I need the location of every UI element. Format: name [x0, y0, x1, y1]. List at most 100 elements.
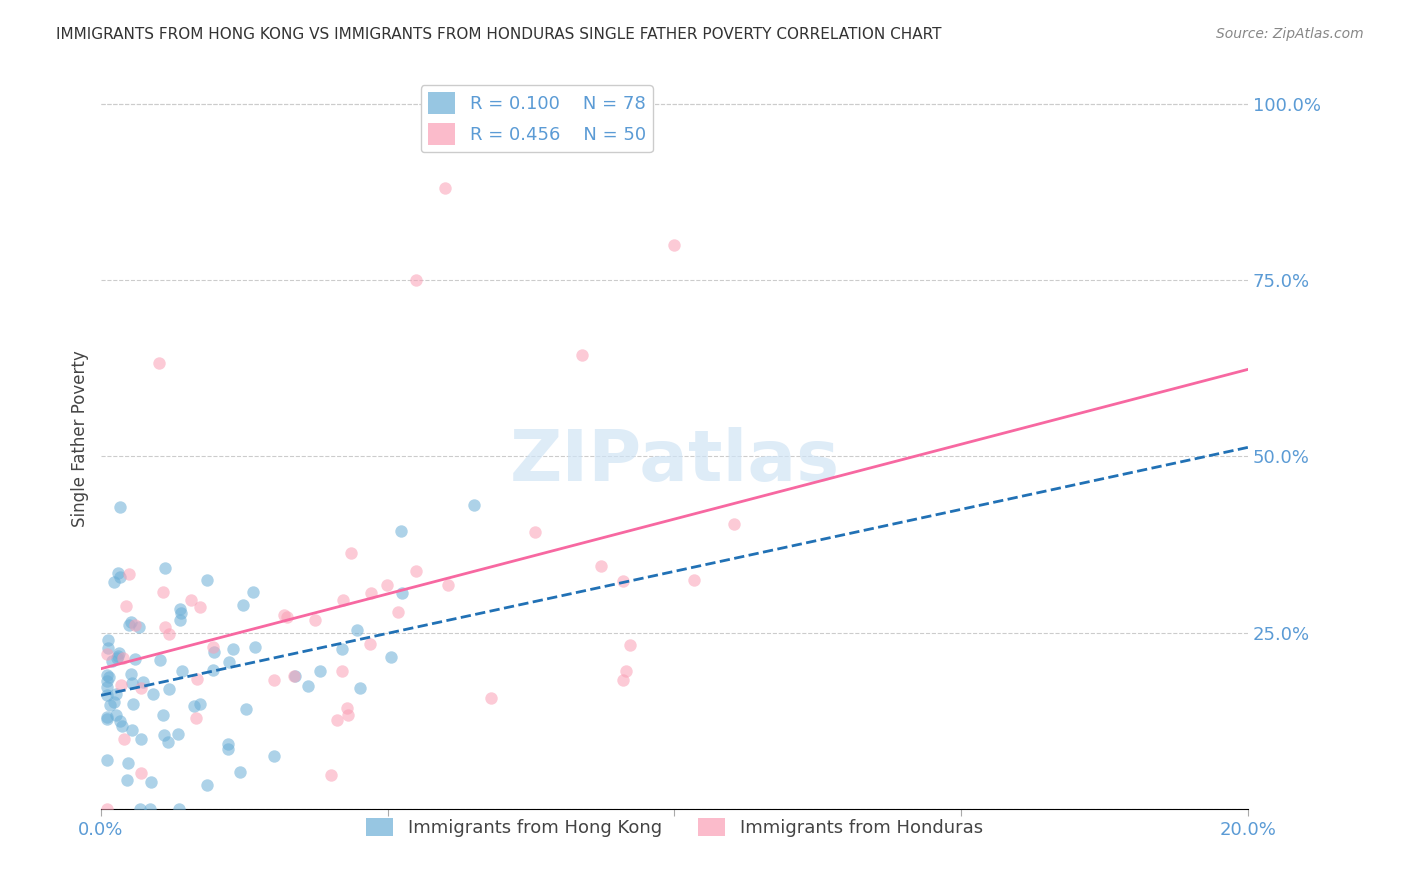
Point — [110, 719, 132, 733]
Y-axis label: Single Father Poverty: Single Father Poverty — [72, 351, 89, 527]
Point — [346, 624, 368, 638]
Point — [243, 640, 266, 655]
Point — [108, 714, 131, 728]
Point — [105, 651, 128, 665]
Point — [195, 778, 218, 792]
Point — [96, 648, 118, 662]
Point — [148, 356, 170, 370]
Point — [273, 607, 295, 622]
Point — [101, 654, 124, 668]
Point — [124, 652, 146, 666]
Point — [132, 675, 155, 690]
Point — [121, 723, 143, 737]
Point — [104, 687, 127, 701]
Point — [153, 561, 176, 575]
Point — [96, 712, 118, 726]
Point — [172, 664, 194, 678]
Point — [103, 696, 125, 710]
Point — [235, 702, 257, 716]
Point — [330, 664, 353, 678]
Point — [112, 650, 135, 665]
Point — [98, 670, 121, 684]
Point — [337, 708, 360, 723]
Point — [202, 640, 225, 654]
Point — [103, 575, 125, 590]
Point — [96, 674, 118, 689]
Point — [349, 681, 371, 695]
Point — [380, 650, 402, 665]
Point — [153, 728, 176, 742]
Point — [121, 675, 143, 690]
Point — [110, 678, 132, 692]
Point — [405, 273, 427, 287]
Point — [375, 578, 398, 592]
Point — [138, 802, 160, 816]
Point — [183, 699, 205, 714]
Point — [159, 626, 181, 640]
Point — [437, 578, 460, 592]
Point — [336, 701, 359, 715]
Point — [619, 638, 641, 652]
Point — [319, 768, 342, 782]
Point — [167, 727, 190, 741]
Point — [202, 645, 225, 659]
Point — [330, 642, 353, 657]
Point — [97, 641, 120, 656]
Point — [180, 593, 202, 607]
Point — [612, 574, 634, 588]
Point — [222, 641, 245, 656]
Text: Source: ZipAtlas.com: Source: ZipAtlas.com — [1216, 27, 1364, 41]
Point — [120, 666, 142, 681]
Point — [96, 802, 118, 816]
Point — [325, 713, 347, 727]
Point — [591, 558, 613, 573]
Point — [283, 669, 305, 683]
Point — [108, 570, 131, 584]
Point — [96, 689, 118, 703]
Point — [157, 735, 180, 749]
Point — [96, 667, 118, 681]
Point — [202, 664, 225, 678]
Point — [114, 599, 136, 613]
Point — [96, 710, 118, 724]
Point — [117, 756, 139, 770]
Point — [391, 586, 413, 600]
Point — [195, 573, 218, 587]
Point — [664, 238, 686, 252]
Point — [217, 737, 239, 751]
Point — [242, 585, 264, 599]
Point — [723, 517, 745, 532]
Point — [128, 620, 150, 634]
Point — [276, 609, 298, 624]
Point — [217, 742, 239, 756]
Point — [157, 682, 180, 697]
Point — [139, 775, 162, 789]
Point — [153, 620, 176, 634]
Point — [169, 802, 191, 816]
Point — [297, 679, 319, 693]
Point — [122, 698, 145, 712]
Point — [152, 707, 174, 722]
Point — [186, 672, 208, 686]
Point — [142, 688, 165, 702]
Point — [107, 648, 129, 663]
Point — [118, 566, 141, 581]
Point — [124, 618, 146, 632]
Point — [98, 698, 121, 712]
Point — [612, 673, 634, 688]
Legend: Immigrants from Hong Kong, Immigrants from Honduras: Immigrants from Hong Kong, Immigrants fr… — [359, 811, 990, 845]
Point — [359, 637, 381, 651]
Point — [523, 525, 546, 540]
Point — [96, 680, 118, 694]
Point — [284, 668, 307, 682]
Point — [309, 664, 332, 678]
Point — [263, 748, 285, 763]
Point — [108, 500, 131, 515]
Point — [129, 802, 152, 816]
Point — [188, 697, 211, 711]
Point — [131, 731, 153, 746]
Point — [232, 598, 254, 612]
Point — [614, 664, 637, 678]
Point — [169, 613, 191, 627]
Point — [405, 564, 427, 578]
